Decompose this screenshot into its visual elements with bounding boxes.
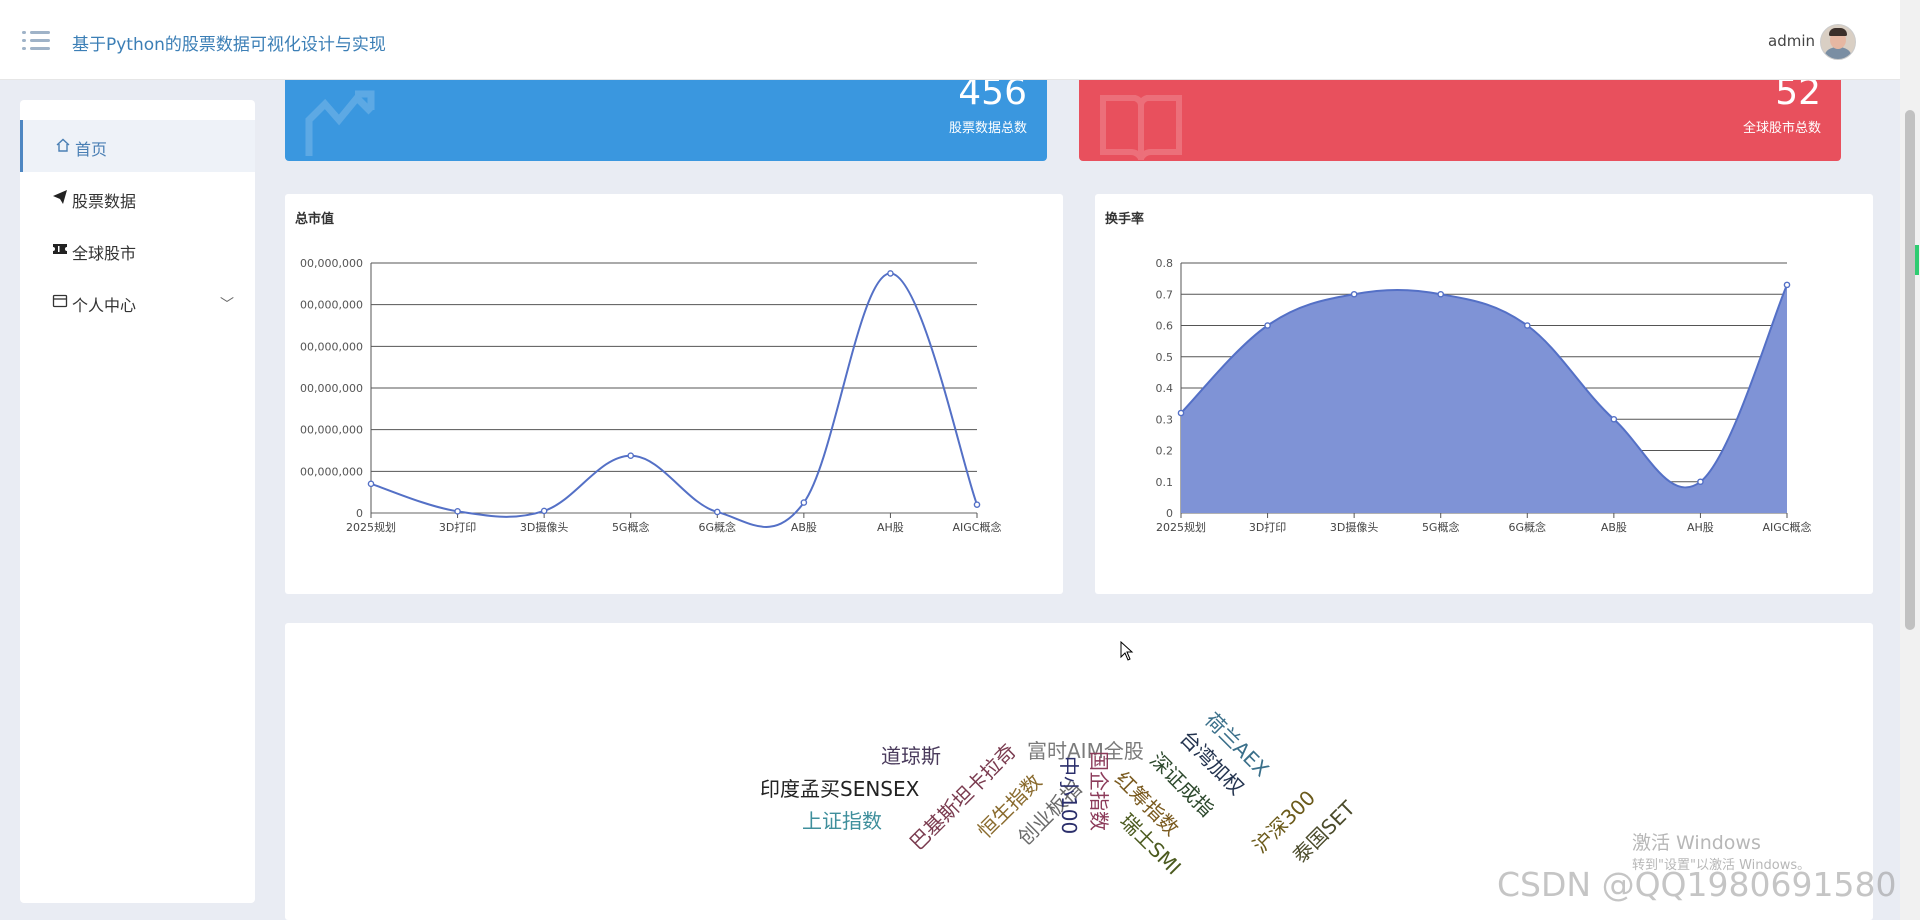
data-point <box>713 508 721 516</box>
y-tick-label: 0.4 <box>1156 382 1174 395</box>
sidebar-item-personal-center[interactable]: 个人中心 ﹀ <box>20 276 255 328</box>
sidebar-item-label: 全球股市 <box>72 244 137 263</box>
csdn-watermark: CSDN @QQ1980691580 <box>1497 865 1897 904</box>
data-point <box>887 270 894 277</box>
sidebar-item-global-market[interactable]: 全球股市 <box>20 224 255 276</box>
chart-title: 换手率 <box>1105 212 1145 227</box>
sidebar-item-label: 个人中心 <box>72 296 137 315</box>
paper-plane-icon <box>53 190 67 204</box>
cloud-word: 上证指数 <box>802 809 882 833</box>
x-tick-label: 6G概念 <box>699 520 737 534</box>
x-tick-label: 5G概念 <box>612 520 650 534</box>
x-tick-label: AB股 <box>791 521 817 534</box>
y-tick-label: 0.5 <box>1156 351 1174 364</box>
x-tick-label: AIGC概念 <box>1763 520 1812 534</box>
stat-value: 52 <box>1775 80 1821 113</box>
y-tick-label: 0.6 <box>1156 320 1174 333</box>
stat-card-markets: 52 全球股市总数 <box>1079 80 1841 161</box>
x-tick-label: 3D摄像头 <box>520 520 568 534</box>
data-point <box>627 452 635 460</box>
data-point <box>540 507 548 515</box>
x-tick-label: 5G概念 <box>1422 520 1460 534</box>
user-name[interactable]: admin <box>1768 32 1815 50</box>
data-point <box>1437 290 1445 298</box>
x-tick-label: 3D摄像头 <box>1330 520 1378 534</box>
y-tick-label: 00,000,000 <box>300 465 363 478</box>
chevron-down-icon[interactable]: ﹀ <box>220 297 234 313</box>
stat-value: 456 <box>958 80 1027 113</box>
y-tick-label: 0.2 <box>1156 445 1174 458</box>
data-point <box>454 508 461 515</box>
open-book-icon <box>1100 95 1182 160</box>
data-point <box>367 480 375 488</box>
market-value-line-chart: 0 00,000,000 00,000,000 00,000,000 00,000,00… <box>300 257 1002 534</box>
mouse-cursor-icon <box>1120 641 1134 661</box>
chart-title: 总市值 <box>295 212 335 227</box>
data-point <box>1697 478 1704 486</box>
cloud-word: 道琼斯 <box>881 744 941 768</box>
page-scrollbar[interactable] <box>1900 0 1920 920</box>
y-tick-label: 0 <box>356 507 363 520</box>
x-tick-label: AH股 <box>877 521 904 534</box>
x-tick-label: AIGC概念 <box>953 520 1002 534</box>
y-tick-label: 00,000,000 <box>300 257 363 270</box>
avatar[interactable] <box>1820 24 1856 60</box>
scroll-indicator <box>1915 245 1919 275</box>
x-tick-label: 6G概念 <box>1509 520 1547 534</box>
x-tick-label: AB股 <box>1601 521 1627 534</box>
data-point <box>1350 290 1358 298</box>
data-point <box>1264 322 1271 329</box>
chart-trend-icon <box>305 90 375 156</box>
y-tick-label: 00,000,000 <box>300 382 363 395</box>
sidebar-item-label: 股票数据 <box>72 192 137 211</box>
cloud-word: 国企指数 <box>1087 751 1111 831</box>
y-tick-label: 0.8 <box>1156 257 1174 270</box>
cloud-word: 印度孟买SENSEX <box>760 777 920 801</box>
y-tick-label: 00,000,000 <box>300 299 363 312</box>
data-point <box>800 499 808 506</box>
y-tick-label: 0 <box>1166 507 1173 520</box>
stat-card-stocks: 456 股票数据总数 <box>285 80 1047 161</box>
x-tick-label: 2025规划 <box>346 520 396 534</box>
data-point <box>973 501 981 508</box>
x-tick-label: 2025规划 <box>1156 520 1206 534</box>
turnover-chart-panel: 换手率 0 0.1 0.2 0.3 0.4 0.5 0.6 0.7 0.8 2025规划 3D打印 3… <box>1095 194 1873 594</box>
y-tick-label: 00,000,000 <box>300 340 363 353</box>
market-value-chart-panel: 总市值 0 00,000,000 00,000,000 00,000,000 00,00… <box>285 194 1063 594</box>
stat-label: 全球股市总数 <box>1742 121 1821 136</box>
windows-activation-title: 激活 Windows <box>1632 832 1761 854</box>
data-point <box>1523 322 1531 329</box>
series-line <box>370 272 978 528</box>
home-icon <box>56 138 70 152</box>
windows-activation-subtitle: 转到"设置"以激活 Windows。 <box>1632 858 1811 873</box>
sidebar: 首页 股票数据 全球股市 个人中心 ﹀ <box>20 100 255 903</box>
index-word-cloud-panel: 道琼斯 印度孟买SENSEX 上证指数 巴基斯坦卡拉奇 恒生指数 创业板指 富时… <box>285 623 1873 920</box>
cloud-word: 富时AIM全股 <box>1027 739 1144 763</box>
y-tick-label: 0.7 <box>1156 288 1174 301</box>
stat-label: 股票数据总数 <box>948 121 1027 136</box>
menu-toggle-icon[interactable] <box>22 30 50 52</box>
turnover-area-chart: 0 0.1 0.2 0.3 0.4 0.5 0.6 0.7 0.8 2025规划 3D打印 3D摄像头… <box>1156 257 1812 534</box>
data-point <box>1783 281 1791 289</box>
sidebar-item-stock-data[interactable]: 股票数据 <box>20 172 255 224</box>
app-title: 基于Python的股票数据可视化设计与实现 <box>72 35 386 55</box>
sidebar-item-label: 首页 <box>75 140 108 159</box>
top-header: 基于Python的股票数据可视化设计与实现 admin <box>0 0 1900 80</box>
y-tick-label: 0.1 <box>1156 476 1174 489</box>
area-fill <box>1181 284 1787 513</box>
ticket-icon <box>53 244 67 254</box>
sidebar-item-home[interactable]: 首页 <box>20 120 255 172</box>
scrollbar-thumb[interactable] <box>1905 110 1915 630</box>
data-point <box>1610 415 1618 423</box>
y-tick-label: 00,000,000 <box>300 424 363 437</box>
data-point <box>1177 409 1185 417</box>
x-tick-label: 3D打印 <box>1249 520 1286 534</box>
y-tick-label: 0.3 <box>1156 413 1174 426</box>
x-tick-label: 3D打印 <box>439 520 476 534</box>
cloud-word: 中小100 <box>1057 756 1081 835</box>
wallet-icon <box>52 294 68 308</box>
x-tick-label: AH股 <box>1687 521 1714 534</box>
